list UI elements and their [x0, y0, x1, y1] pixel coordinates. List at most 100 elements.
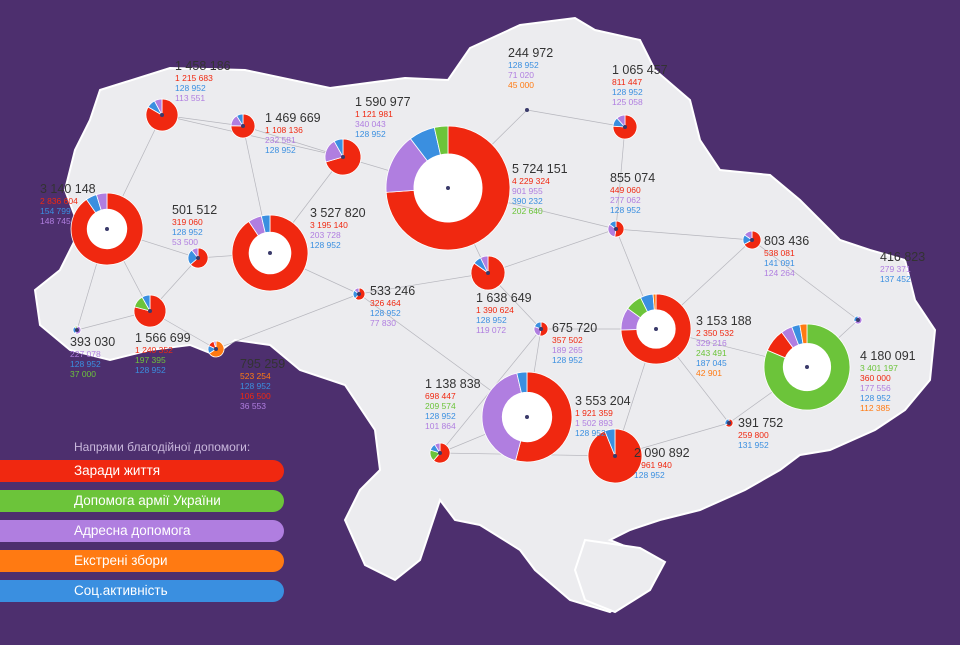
region-value-social: 128 952	[240, 381, 271, 391]
region-center-dot	[105, 227, 109, 231]
legend-item-emergency: Екстрені збори	[0, 550, 284, 572]
chart-slice-rivne-life	[230, 113, 256, 139]
region-value-address: 36 553	[240, 401, 266, 411]
region-value-social: 128 952	[370, 308, 401, 318]
region-center-dot	[214, 347, 218, 351]
region-value-social: 128 952	[575, 428, 606, 438]
region-chart-zakarpattia	[72, 325, 82, 335]
crimea-outline	[573, 538, 667, 614]
region-value-life: 357 502	[552, 335, 583, 345]
network-line	[526, 109, 626, 128]
chart-slice-kherson-social	[604, 428, 616, 457]
region-chart-chernihiv	[525, 108, 529, 112]
region-value-life: 538 081	[764, 248, 795, 258]
network-line	[615, 126, 626, 230]
region-total: 3 553 204	[575, 394, 631, 408]
region-total: 3 140 148	[40, 182, 96, 196]
region-value-life: 1 390 624	[476, 305, 514, 315]
region-center-dot	[160, 113, 164, 117]
region-total: 1 458 186	[175, 59, 231, 73]
region-value-social: 128 952	[135, 365, 166, 375]
region-chart-cherkasy	[470, 255, 506, 291]
region-total: 5 724 151	[512, 162, 568, 176]
region-center-dot	[438, 451, 442, 455]
region-total: 1 590 977	[355, 95, 411, 109]
chart-slice-kirovohrad-life	[539, 321, 549, 337]
region-center-dot	[357, 292, 361, 296]
legend-item-address: Адресна допомога	[0, 520, 284, 542]
region-value-army: 243 491	[696, 348, 727, 358]
region-total: 393 030	[70, 335, 115, 349]
region-center-dot	[614, 227, 618, 231]
region-chart-dnipro	[620, 293, 692, 365]
region-total: 795 259	[240, 357, 285, 371]
region-center-dot	[750, 238, 754, 242]
legend-item-army: Допомога армії України	[0, 490, 284, 512]
region-value-address: 279 371	[880, 264, 911, 274]
chart-slice-poltava-life	[614, 220, 625, 238]
region-total: 1 566 699	[135, 331, 191, 345]
region-value-social: 128 952	[70, 359, 101, 369]
region-value-social: 128 952	[634, 470, 665, 480]
region-value-address: 101 864	[425, 421, 456, 431]
region-center-dot	[856, 318, 860, 322]
region-chart-ternopil	[187, 247, 209, 269]
region-value-army: 197 395	[135, 355, 166, 365]
region-value-social: 141 091	[764, 258, 795, 268]
region-value-social: 128 952	[310, 240, 341, 250]
region-center-dot	[613, 454, 617, 458]
network-line	[615, 228, 753, 241]
region-value-social: 128 952	[476, 315, 507, 325]
region-chart-kherson	[587, 428, 643, 484]
chart-slice-poltava-social	[608, 220, 617, 230]
region-value-address: 227 078	[70, 349, 101, 359]
chart-slice-cherkasy-address	[479, 255, 489, 274]
region-value-address: 203 728	[310, 230, 341, 240]
region-center-dot	[539, 327, 543, 331]
chart-slice-rivne-social	[236, 113, 244, 128]
region-value-emergency: 112 385	[860, 403, 890, 413]
network-line	[751, 239, 859, 321]
region-center-dot	[623, 125, 627, 129]
region-total: 416 823	[880, 250, 925, 264]
region-value-social: 187 045	[696, 358, 727, 368]
region-value-address: 53 500	[172, 237, 198, 247]
region-value-social: 128 952	[425, 411, 456, 421]
region-center-dot	[148, 309, 152, 313]
chart-slice-ternopil-address	[191, 247, 199, 260]
region-chart-donetsk	[763, 323, 851, 411]
region-value-life: 811 447	[612, 77, 642, 87]
region-chart-kyiv	[385, 125, 511, 251]
chart-slice-volyn-address	[153, 98, 163, 116]
region-value-army: 37 000	[70, 369, 96, 379]
region-value-life: 1 240 352	[135, 345, 173, 355]
region-chart-odesa	[481, 371, 573, 463]
region-value-social: 128 952	[265, 145, 296, 155]
region-chart-zhytomyr	[324, 138, 362, 176]
region-center-dot	[525, 415, 529, 419]
region-value-army: 3 401 197	[860, 363, 898, 373]
network-line	[215, 293, 360, 350]
region-total: 1 138 838	[425, 377, 481, 391]
chart-slice-kirovohrad-social	[533, 321, 542, 330]
region-value-emergency: 523 254	[240, 371, 271, 381]
region-total: 391 752	[738, 416, 783, 430]
region-chart-poltava	[607, 220, 625, 238]
region-value-social: 128 952	[552, 355, 583, 365]
legend-title: Напрями благодійної допомоги:	[74, 440, 251, 454]
region-value-social: 128 952	[508, 60, 539, 70]
region-chart-ivano-frankivsk	[133, 294, 167, 328]
region-total: 1 638 649	[476, 291, 532, 305]
region-value-life: 4 229 324	[512, 176, 550, 186]
